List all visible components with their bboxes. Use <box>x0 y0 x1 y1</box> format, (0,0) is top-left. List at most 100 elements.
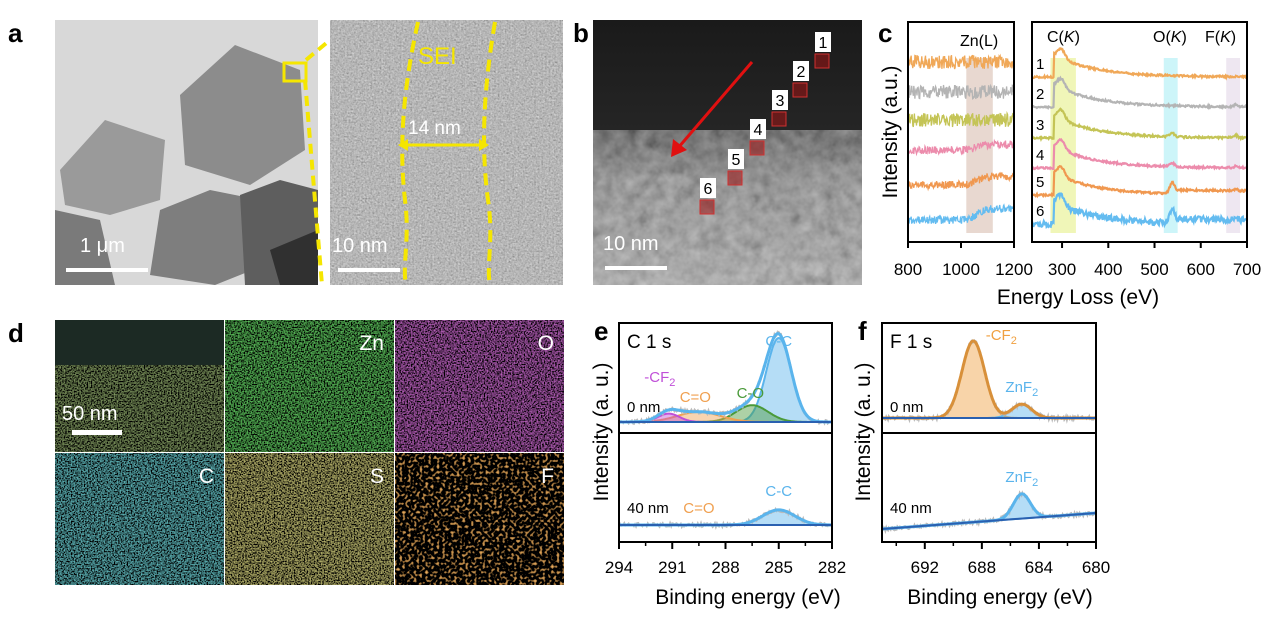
trace-label: 6 <box>1036 203 1044 220</box>
edge-label-main: C( <box>1047 29 1065 46</box>
edge-label: C(K) <box>1047 29 1080 46</box>
edge-band <box>1226 58 1241 233</box>
peak-label: -CF2 <box>986 327 1017 347</box>
map-element-label: C <box>199 465 214 488</box>
peak-label: C-O <box>737 385 765 402</box>
panel-label-e: e <box>594 316 608 346</box>
e-title: C 1 s <box>627 332 671 353</box>
edge-label-italic: K <box>1064 29 1076 46</box>
eels-trace-left <box>907 203 1015 225</box>
zoom-box <box>282 61 308 83</box>
panel-c: c 1 2 3 4 5 6 800 1000 1200 300 400 500 600 700 Zn(L) C… <box>878 18 1261 309</box>
thickness-label: 14 nm <box>408 118 461 139</box>
scale-text-b: 10 nm <box>603 233 659 255</box>
x-tick-label: 688 <box>968 558 996 577</box>
panel-label-b: b <box>573 18 589 48</box>
panel-d: d Zn O C S F 50 nm <box>8 318 564 585</box>
edge-label-end: ) <box>1231 29 1236 46</box>
eels-trace-left <box>907 171 1015 192</box>
eels-trace-right <box>1031 165 1249 199</box>
tem-image <box>55 20 318 285</box>
peak-label: C=O <box>683 500 714 517</box>
scale-bar-left <box>66 268 148 272</box>
point-label: 2 <box>797 64 806 81</box>
trace-label: 2 <box>1036 86 1044 103</box>
map-element-label: O <box>538 332 554 355</box>
x-tick-label: 300 <box>1048 260 1076 279</box>
map-element-label: Zn <box>359 332 384 355</box>
e-xlabel: Binding energy (eV) <box>655 586 841 609</box>
point-label-bg <box>772 90 788 110</box>
sei-boundary-inner <box>400 21 420 286</box>
scale-bar-right <box>338 268 400 272</box>
c-xlabel: Energy Loss (eV) <box>997 286 1159 309</box>
eels-trace-left <box>907 110 1015 128</box>
x-tick-label: 1000 <box>942 260 980 279</box>
c-ylabel: Intensity (a.u.) <box>879 65 902 198</box>
x-tick-label: 291 <box>658 558 686 577</box>
edge-label: Zn(L) <box>960 33 998 50</box>
edge-band <box>1163 58 1178 233</box>
peak-label-sub: 2 <box>1032 477 1038 489</box>
x-tick-label: 285 <box>765 558 793 577</box>
eels-trace-left <box>907 83 1015 100</box>
x-tick-label: 400 <box>1094 260 1122 279</box>
peak-label-sub: 2 <box>1011 335 1017 347</box>
f-title: F 1 s <box>890 332 932 353</box>
eds-overlay-map <box>55 365 224 452</box>
trace-label: 3 <box>1036 117 1044 134</box>
edge-label-end: ) <box>1075 29 1080 46</box>
x-tick-label: 684 <box>1025 558 1053 577</box>
depth-label: 0 nm <box>627 399 660 416</box>
e-ylabel: Intensity (a. u.) <box>590 363 613 502</box>
scale-text-d: 50 nm <box>62 403 118 425</box>
point-label-bg <box>793 61 809 81</box>
measurement-point-box <box>814 53 830 69</box>
axes-frame-right <box>1031 21 1248 243</box>
peak-label: C-C <box>765 333 792 350</box>
edge-label: F(K) <box>1205 29 1236 46</box>
point-label: 5 <box>732 152 741 169</box>
hrtem-image <box>330 20 563 285</box>
trace-label: 5 <box>1036 174 1044 191</box>
panel-label-c: c <box>878 18 892 48</box>
x-tick-label: 692 <box>911 558 939 577</box>
peak-label: C=O <box>680 389 711 406</box>
peak-label: ZnF2 <box>1005 379 1038 399</box>
eels-trace-right <box>1030 107 1248 142</box>
eds-map-c <box>55 453 224 585</box>
point-label-bg <box>728 149 744 169</box>
peak-label-main: ZnF <box>1005 379 1032 396</box>
x-tick-label: 700 <box>1233 260 1261 279</box>
peak-label-main: ZnF <box>1005 469 1032 486</box>
eds-map-o <box>395 320 564 452</box>
measurement-point-box <box>749 140 765 156</box>
x-tick-label: 282 <box>818 558 846 577</box>
measurement-point-box <box>771 111 787 127</box>
edge-label-main: F( <box>1205 29 1221 46</box>
f-ylabel: Intensity (a. u.) <box>852 363 875 502</box>
point-label: 6 <box>704 181 713 198</box>
scale-bar-d <box>72 430 122 435</box>
edge-label-italic: K <box>1220 29 1232 46</box>
panel-label-a: a <box>8 18 23 48</box>
overlay-top <box>55 320 224 365</box>
panel-label-d: d <box>8 318 24 348</box>
point-label: 3 <box>776 93 785 110</box>
depth-label: 40 nm <box>890 500 932 517</box>
fit-envelope <box>619 332 831 424</box>
depth-label: 40 nm <box>627 500 669 517</box>
scale-text-left: 1 μm <box>80 235 125 257</box>
baseline <box>881 512 1097 530</box>
eds-map-f <box>395 453 564 585</box>
point-label-bg <box>750 119 766 139</box>
point-label: 1 <box>819 35 828 52</box>
x-tick-label: 680 <box>1082 558 1110 577</box>
map-element-label: F <box>541 465 554 488</box>
map-element-label: S <box>370 465 384 488</box>
x-tick-label: 600 <box>1187 260 1215 279</box>
measurement-point-box <box>792 82 808 98</box>
point-label: 4 <box>754 122 763 139</box>
